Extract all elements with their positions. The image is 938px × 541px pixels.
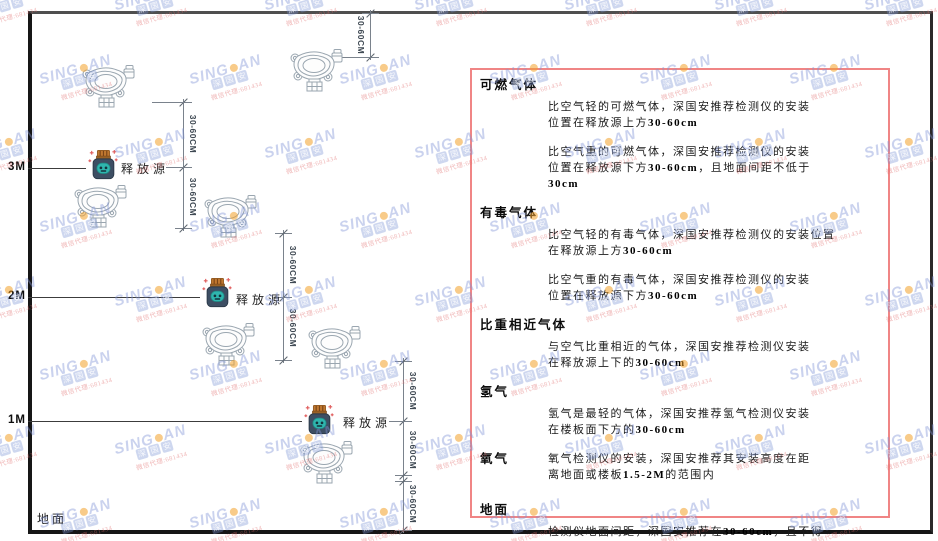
section-paragraph: 氢气是最轻的气体，深国安推荐氢气检测仪安装 在楼板面下方的30-60cm <box>548 408 811 436</box>
info-panel: 可燃气体 比空气轻的可燃气体，深国安推荐检测仪的安装 位置在释放源上方30-60cm… <box>470 68 890 538</box>
extension-line <box>389 421 404 422</box>
watermark-cn-char: 国 <box>0 147 12 161</box>
section-heading: 氢气 <box>480 385 510 399</box>
watermark-cn-char: 安 <box>10 439 24 454</box>
dimension-label: 30-60CM <box>188 177 198 217</box>
panel-section: 地面检测仪地面间距，深国安推荐在30-60cm，且不得小于30cm，因为过低容易… <box>474 502 878 541</box>
panel-section: 可燃气体 比空气轻的可燃气体，深国安推荐检测仪的安装 位置在释放源上方30-60cm… <box>474 77 878 192</box>
gas-detector-icon <box>306 325 362 369</box>
panel-section: 氢气氢气是最轻的气体，深国安推荐氢气检测仪安装 在楼板面下方的30-60cm <box>474 384 878 438</box>
release-source-icon <box>87 149 119 181</box>
extension-line <box>166 167 184 168</box>
dimension-label: 30-60CM <box>408 430 418 470</box>
watermark-cn-char: 安 <box>160 0 174 10</box>
dimension-label: 30-60CM <box>408 484 418 524</box>
ground-label: 地面 <box>37 512 68 526</box>
watermark-cn-char: 国 <box>0 0 12 13</box>
dimension-label: 30-60CM <box>356 15 366 55</box>
dimension-label: 30-60CM <box>188 114 198 154</box>
height-label: 1M <box>8 414 26 426</box>
section-heading: 氧气 <box>480 452 510 466</box>
watermark-dot-icon <box>3 432 14 443</box>
watermark-cn-char: 安 <box>760 0 774 10</box>
gas-detector-icon <box>200 322 256 366</box>
section-paragraph: 比空气重的有毒气体，深国安推荐检测仪的安装 位置在释放源下方30-60cm <box>548 274 811 302</box>
panel-section: 氧气 氧气检测仪的安装，深国安推荐其安装高度在距 离地面或楼板1.5-2M的范围内 <box>474 451 878 483</box>
release-source-icon <box>303 404 335 436</box>
section-heading: 比重相近气体 <box>480 318 568 332</box>
release-source-label: 释放源 <box>343 416 392 430</box>
height-label: 2M <box>8 290 26 302</box>
watermark-cn-char: 安 <box>460 0 474 10</box>
section-paragraph: 比空气重的可燃气体，深国安推荐检测仪的安装 位置在释放源下方30-60cm，且地面… <box>548 146 811 190</box>
section-paragraph: 比空气轻的有毒气体，深国安推荐检测仪的安装位置 在释放源上方30-60cm <box>548 229 836 257</box>
height-level-line <box>28 297 200 298</box>
gas-detector-icon <box>202 194 258 238</box>
gas-detector-icon <box>80 64 136 108</box>
extension-line <box>274 297 284 298</box>
height-level-line <box>28 168 86 169</box>
watermark-cn-char: 安 <box>610 0 624 10</box>
room-outline <box>28 11 933 534</box>
section-paragraph: 比空气轻的可燃气体，深国安推荐检测仪的安装 位置在释放源上方30-60cm <box>548 101 811 129</box>
dimension-line <box>370 10 371 60</box>
panel-section: 比重相近气体与空气比重相近的气体，深国安推荐检测仪安装 在释放源上下的30-60c… <box>474 317 878 371</box>
dimension-label: 30-60CM <box>288 308 298 348</box>
extension-line <box>152 102 184 103</box>
section-paragraph: 检测仪地面间距，深国安推荐在30-60cm，且不得小于30cm，因为过低容易水溅… <box>548 526 824 538</box>
watermark-cn-char: 安 <box>310 0 324 10</box>
gas-detector-icon <box>72 184 128 228</box>
section-heading: 地面 <box>480 503 510 517</box>
panel-section: 有毒气体 比空气轻的有毒气体，深国安推荐检测仪的安装位置 在释放源上方30-60cm… <box>474 205 878 304</box>
watermark-cn-char: 安 <box>10 0 24 10</box>
gas-detector-icon <box>288 48 344 92</box>
gas-detector-icon <box>298 440 354 484</box>
section-paragraph: 与空气比重相近的气体，深国安推荐检测仪安装 在释放源上下的30-60cm <box>548 341 811 369</box>
watermark-dot-icon <box>3 136 14 147</box>
release-source-label: 释放源 <box>121 162 170 176</box>
watermark-cn-char: 安 <box>10 143 24 158</box>
release-source-icon <box>201 277 233 309</box>
dimension-label: 30-60CM <box>288 245 298 285</box>
section-heading: 可燃气体 <box>480 78 539 92</box>
release-source-label: 释放源 <box>236 293 285 307</box>
section-heading: 有毒气体 <box>480 206 539 220</box>
height-label: 3M <box>8 161 26 173</box>
watermark-cn-char: 安 <box>910 0 924 10</box>
watermark-cn-char: 国 <box>0 443 12 457</box>
extension-line <box>338 57 371 58</box>
section-paragraph: 氧气检测仪的安装，深国安推荐其安装高度在距 离地面或楼板1.5-2M的范围内 <box>548 453 811 481</box>
dimension-line <box>403 358 404 533</box>
height-level-line <box>28 421 302 422</box>
dimension-label: 30-60CM <box>408 371 418 411</box>
